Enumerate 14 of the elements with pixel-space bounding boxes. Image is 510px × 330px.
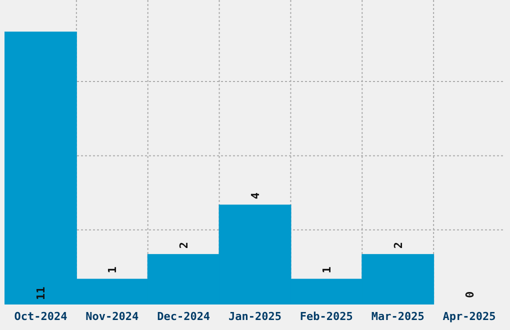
x-tick-label: Dec-2024 bbox=[157, 310, 210, 323]
x-tick-label: Feb-2025 bbox=[300, 310, 353, 323]
data-label: 11 bbox=[34, 286, 48, 300]
x-tick-label: Mar-2025 bbox=[371, 310, 424, 323]
data-label: 2 bbox=[392, 242, 405, 249]
data-label: 1 bbox=[320, 266, 334, 274]
x-tick-label: Nov-2024 bbox=[86, 310, 140, 323]
data-label: 2 bbox=[178, 242, 191, 249]
data-label: 4 bbox=[249, 192, 262, 200]
x-tick-label: Jan-2025 bbox=[228, 310, 282, 323]
data-label: 0 bbox=[463, 291, 476, 298]
x-tick-label: Oct-2024 bbox=[14, 310, 68, 323]
x-tick-label: Apr-2025 bbox=[442, 310, 496, 323]
data-label: 1 bbox=[106, 266, 120, 274]
